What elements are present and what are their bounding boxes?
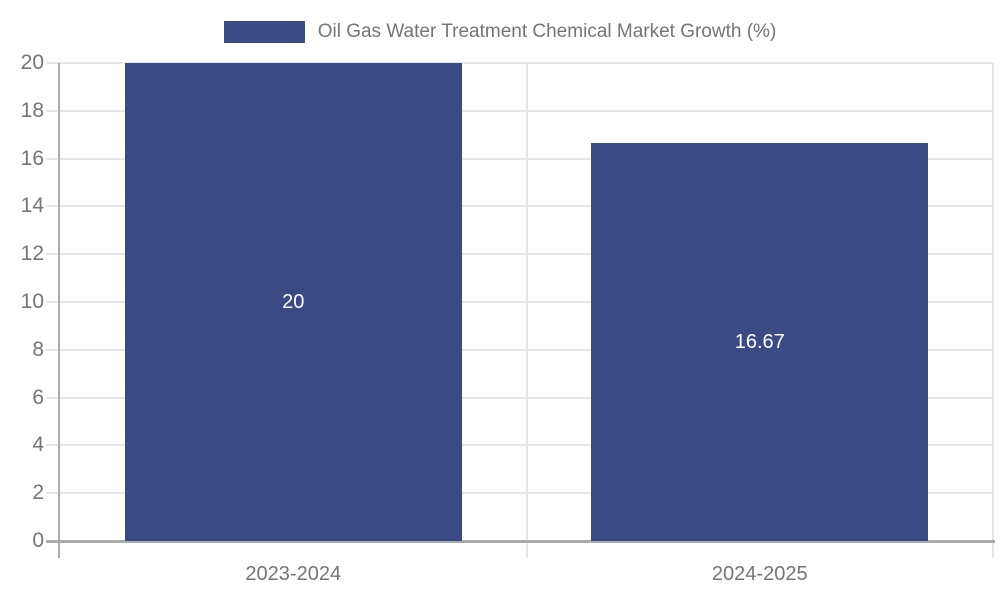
gridline-y-20 [46,62,993,64]
y-axis-line [58,63,60,558]
x-tick-label: 2023-2024 [245,563,342,585]
y-tick-label: 6 [32,385,44,409]
gridline-x-1 [525,63,528,558]
y-tick-label: 10 [20,290,44,313]
y-tick-label: 8 [32,337,44,361]
gridline-y-6 [46,396,993,399]
gridline-y-2 [46,492,993,495]
y-tick-label: 12 [20,242,44,266]
legend-swatch [223,21,305,43]
y-tick-label: 20 [20,51,44,74]
bar-2023-2024 [124,63,462,541]
bar-value-label: 16.67 [734,330,785,353]
gridline-y-4 [46,444,993,447]
gridline-y-8 [46,348,993,351]
x-axis-line [46,539,995,543]
gridline-x-2 [992,63,994,558]
y-tick-label: 18 [20,98,44,122]
y-tick-label: 4 [32,433,44,457]
bar-2024-2025 [591,142,929,541]
gridline-y-14 [46,205,993,208]
chart-legend: Oil Gas Water Treatment Chemical Market … [0,21,1000,43]
y-tick-label: 2 [32,481,44,505]
y-tick-label: 0 [32,529,44,552]
gridline-y-18 [46,109,993,112]
gridline-y-10 [46,301,993,303]
bar-value-label: 20 [282,291,305,313]
gridline-y-12 [46,253,993,256]
y-tick-label: 16 [20,146,44,170]
legend-label: Oil Gas Water Treatment Chemical Market … [317,21,777,42]
gridline-y-16 [46,157,993,160]
y-tick-label: 14 [20,194,44,218]
x-tick-label: 2024-2025 [711,563,808,585]
